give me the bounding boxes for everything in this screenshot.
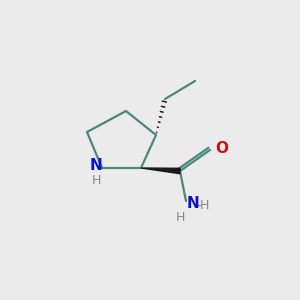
Polygon shape xyxy=(141,168,180,174)
Text: N: N xyxy=(187,196,200,211)
Text: H: H xyxy=(200,199,209,212)
Text: N: N xyxy=(90,158,102,172)
Text: O: O xyxy=(215,141,229,156)
Text: H: H xyxy=(175,211,185,224)
Text: H: H xyxy=(91,173,101,187)
